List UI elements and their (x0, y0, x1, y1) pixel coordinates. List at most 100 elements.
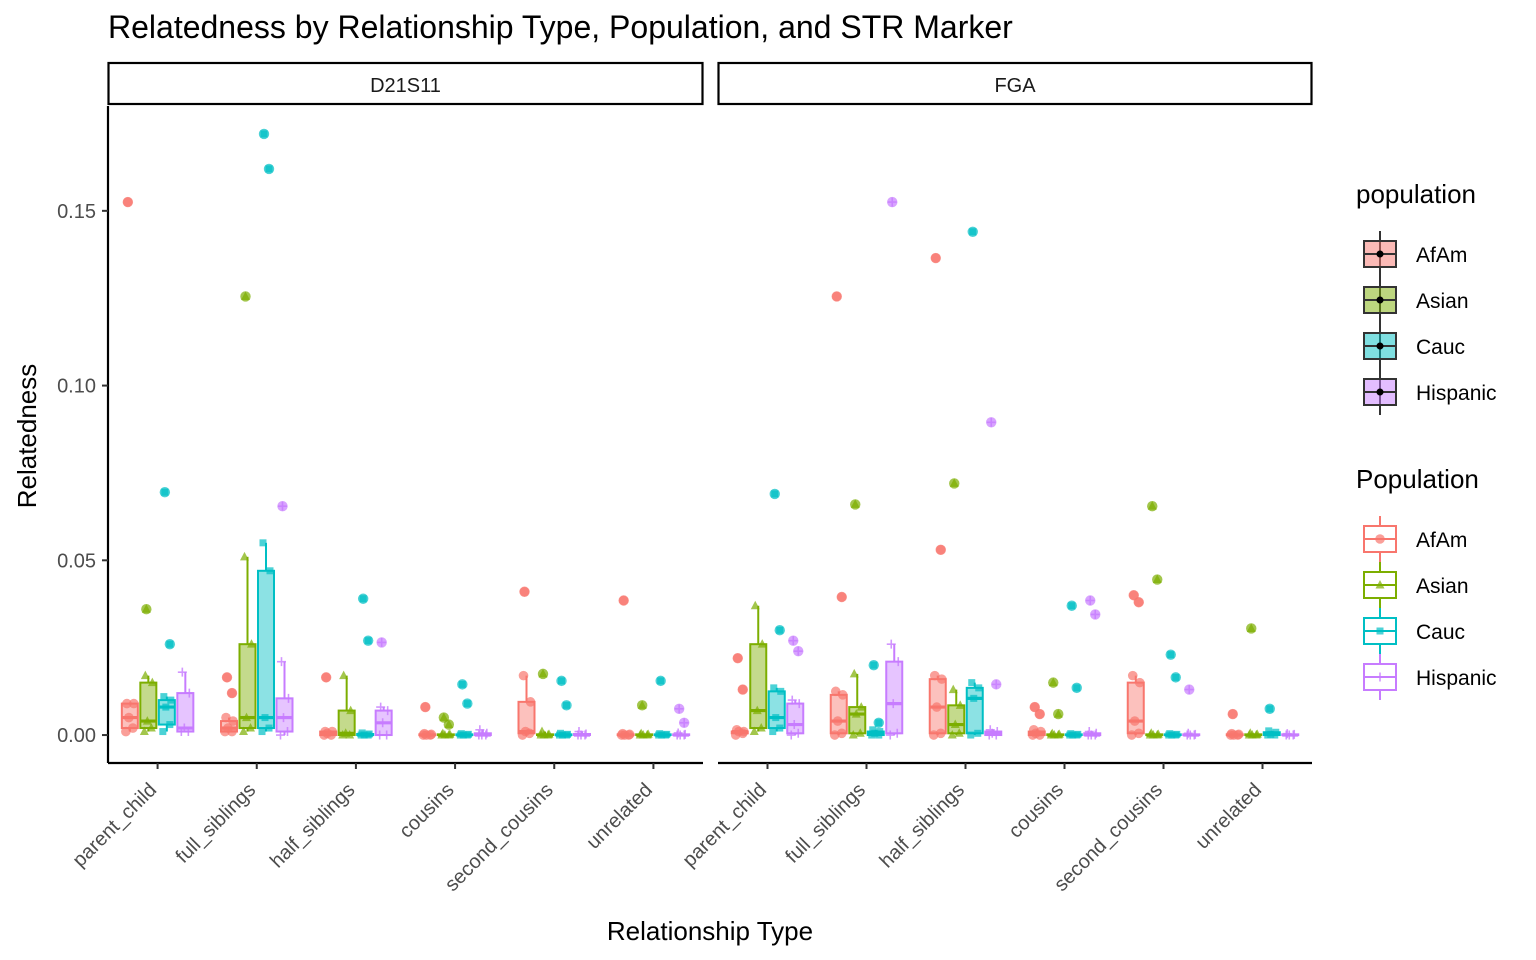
outlier-shape (1048, 677, 1058, 687)
data-point (124, 712, 134, 723)
outlier-shape (771, 490, 779, 498)
box-body (829, 693, 848, 735)
data-point (1166, 730, 1174, 738)
legend-key-hispanic: Hispanic (1363, 369, 1497, 415)
data-point (276, 730, 285, 740)
data-point (731, 725, 742, 735)
data-point (341, 728, 351, 737)
x-axis-title: Relationship Type (607, 916, 813, 946)
box-half_siblings-asian (947, 478, 966, 739)
data-point (886, 639, 896, 649)
outlier-shape (1227, 709, 1238, 719)
box-unrelated-cauc (653, 675, 672, 739)
box-full_siblings-cauc (866, 659, 885, 739)
data-point (663, 730, 671, 738)
data-point (346, 705, 356, 715)
x-tick-label: cousins (1005, 779, 1069, 843)
data-point (1129, 716, 1140, 726)
data-point (339, 670, 349, 680)
data-point (327, 726, 337, 737)
data-point (160, 693, 168, 701)
panel-fga: FGA parent_child full_siblings half_sibling… (678, 61, 1313, 896)
data-point (544, 729, 554, 738)
box-unrelated-afam (1225, 708, 1244, 740)
box-full_siblings-asian (848, 499, 867, 739)
outlier-shape (1128, 590, 1139, 601)
box-parent_child-afam (120, 196, 139, 737)
data-point (1173, 730, 1181, 738)
outlier-shape (1266, 705, 1274, 713)
data-point (636, 728, 646, 738)
data-point (750, 600, 760, 610)
outlier-shape (788, 636, 798, 646)
data-point (869, 726, 877, 734)
box-half_siblings-afam (319, 672, 338, 740)
legend-label: Cauc (1416, 336, 1465, 359)
data-point (246, 723, 255, 732)
data-point (836, 728, 847, 739)
outlier-shape (875, 719, 883, 727)
box-body (965, 686, 984, 735)
x-tick-label: full_siblings (172, 779, 261, 868)
outlier-shape (377, 637, 387, 647)
legend-key-afam: AfAm (1363, 231, 1467, 277)
data-point (617, 728, 628, 739)
data-point (856, 702, 866, 711)
box-unrelated-asian (635, 700, 654, 739)
outlier-shape (1029, 702, 1040, 712)
data-point (159, 728, 167, 736)
data-point (1084, 727, 1094, 737)
legend-dot (1376, 296, 1384, 304)
data-point (445, 729, 455, 738)
data-point (888, 699, 898, 709)
outlier-shape (519, 586, 530, 597)
data-point (1226, 728, 1237, 739)
legend-label: AfAm (1416, 529, 1467, 552)
outlier-shape (463, 700, 471, 708)
data-point (122, 698, 132, 709)
box-cousins-asian (436, 712, 455, 739)
data-point (876, 728, 884, 736)
data-point (482, 728, 492, 738)
outlier-shape (870, 661, 878, 669)
data-point (757, 639, 767, 648)
box-cousins-cauc (1064, 600, 1083, 739)
outlier-shape (831, 291, 842, 302)
outlier-shape (776, 626, 784, 634)
data-point (382, 730, 392, 740)
data-point (772, 714, 780, 722)
data-point (177, 667, 187, 677)
outlier-shape (1246, 623, 1256, 632)
legend-label: AfAm (1416, 244, 1467, 267)
box-second_cousins-asian (1145, 500, 1164, 739)
x-tick-label: parent_child (69, 779, 162, 872)
box-unrelated-asian (1244, 623, 1263, 739)
data-point (967, 731, 975, 739)
data-point (520, 726, 531, 737)
legend-color: Population AfAm Asian Cauc Hispanic (1356, 464, 1497, 700)
legend-fill: population AfAm Asian Cauc Hispanic (1356, 179, 1497, 415)
outlier-shape (1068, 602, 1076, 610)
box-body (176, 692, 195, 733)
data-point (258, 728, 266, 736)
legend-key-cauc: Cauc (1363, 323, 1465, 369)
data-point (128, 723, 138, 733)
data-point (656, 730, 664, 738)
box-body (257, 569, 275, 730)
data-point (929, 670, 940, 681)
data-point (146, 723, 156, 732)
outlier-shape (563, 701, 570, 709)
box-parent_child-asian (749, 600, 768, 736)
data-point (749, 726, 759, 736)
box-parent_child-hispanic (786, 635, 805, 740)
data-point (947, 730, 957, 739)
data-point (320, 726, 330, 737)
outlier-shape (1184, 685, 1194, 695)
outlier-shape (674, 704, 684, 714)
data-point (1067, 730, 1075, 738)
box-parent_child-asian (139, 604, 158, 736)
data-point (931, 702, 942, 712)
outlier-shape (359, 595, 367, 603)
outlier-shape (969, 228, 977, 236)
